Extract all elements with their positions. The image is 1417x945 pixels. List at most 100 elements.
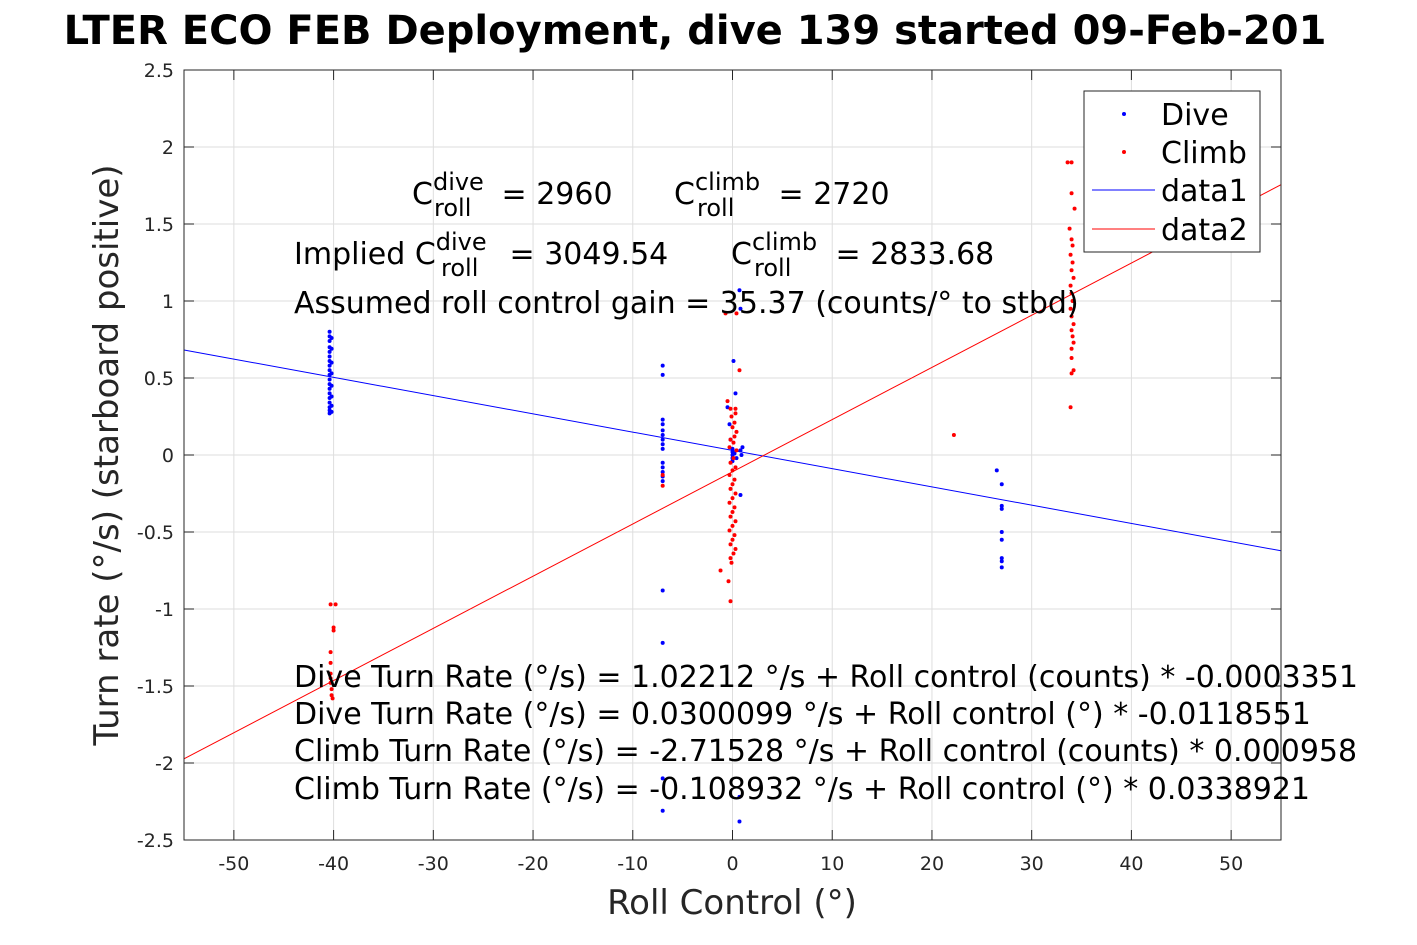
climb-point	[329, 687, 334, 692]
climb-point	[727, 500, 732, 505]
y-tick-label: -1	[155, 599, 174, 621]
climb-point	[733, 491, 738, 496]
dive-point	[734, 456, 739, 461]
x-tick-label: -50	[218, 853, 249, 875]
climb-point	[331, 628, 336, 633]
climb-point	[733, 546, 738, 551]
climb-point	[728, 437, 733, 442]
climb-point	[730, 537, 735, 542]
climb-point	[1070, 299, 1075, 303]
climb-point	[1069, 371, 1074, 376]
x-tick-label: -40	[318, 853, 349, 875]
climb-point	[731, 456, 736, 461]
climb-point	[733, 406, 738, 411]
climb-point	[328, 660, 333, 665]
climb-point	[727, 445, 732, 450]
climb-point	[1071, 275, 1076, 280]
x-axis-label: Roll Control (°)	[607, 883, 857, 923]
climb-point	[730, 496, 735, 501]
dive-point	[660, 428, 665, 433]
climb-point	[728, 556, 733, 561]
dive-point	[660, 446, 665, 451]
dive-point	[327, 400, 332, 405]
dive-point	[660, 479, 665, 484]
dive-point	[660, 442, 665, 447]
dive-point	[329, 409, 334, 414]
dive-point	[327, 354, 332, 359]
dive-point	[738, 306, 743, 311]
dive-point	[327, 363, 332, 368]
climb-point	[731, 551, 736, 556]
climb-point	[1069, 328, 1074, 333]
climb-point	[1072, 206, 1077, 211]
dive-point	[660, 422, 665, 427]
y-tick-label: 1.5	[144, 214, 174, 236]
dive-point	[327, 349, 332, 354]
equation-line: Dive Turn Rate (°/s) = 0.0300099 °/s + R…	[294, 697, 1311, 732]
gain-annotation: Assumed roll control gain = 35.37 (count…	[294, 286, 1079, 321]
chart-title: LTER ECO FEB Deployment, dive 139 starte…	[64, 8, 1327, 54]
climb-point	[1065, 160, 1070, 165]
dive-point	[999, 503, 1004, 508]
climb-point	[1068, 283, 1073, 288]
climb-point	[737, 368, 742, 373]
legend-dive-marker	[1122, 112, 1126, 116]
axis-ticks: -50 -40 -30 -20 -10 0 10 20 30 40 50-2.5-2-1.5-1-0…	[137, 60, 1281, 875]
climb-point	[333, 602, 338, 607]
climb-point	[728, 599, 733, 604]
dive-point	[737, 794, 742, 799]
climb-point	[718, 568, 723, 573]
y-tick-label: 1	[162, 291, 174, 313]
c-dive-annotation: Cdive roll = 2960	[412, 168, 613, 222]
climb-point	[728, 406, 733, 411]
dive-point	[660, 588, 665, 593]
x-tick-label: 0	[726, 853, 738, 875]
climb-point	[331, 625, 336, 630]
c-climb-annotation: Cclimb roll = 2720	[674, 168, 890, 222]
climb-point	[723, 311, 728, 316]
legend-dive-label: Dive	[1161, 98, 1229, 133]
x-tick-label: -10	[617, 853, 648, 875]
climb-point	[727, 473, 732, 478]
dive-point	[727, 422, 732, 427]
climb-point	[1068, 252, 1073, 257]
climb-point	[329, 693, 334, 698]
dive-point	[994, 468, 999, 473]
dive-point	[329, 371, 334, 376]
dive-point	[999, 565, 1004, 570]
dive-point	[740, 445, 745, 450]
y-tick-label: 0	[162, 445, 174, 467]
climb-point	[725, 399, 730, 404]
dive-point	[660, 776, 665, 781]
legend-box	[1083, 90, 1261, 253]
x-tick-label: 40	[1119, 853, 1143, 875]
implied-climb-annotation: Cclimb roll = 2833.68	[731, 228, 994, 282]
y-tick-label: -0.5	[137, 522, 174, 544]
climb-point	[732, 434, 737, 439]
climb-point	[732, 505, 737, 510]
climb-point	[730, 468, 735, 473]
dive-point	[329, 403, 334, 408]
dive-point	[660, 417, 665, 422]
climb-point	[728, 514, 733, 519]
climb-point	[1071, 322, 1076, 327]
climb-point	[734, 311, 739, 316]
dive-point	[733, 391, 738, 396]
dive-point	[327, 377, 332, 382]
climb-point	[729, 560, 734, 565]
climb-point	[730, 425, 735, 430]
climb-point	[726, 579, 731, 584]
dive-point	[730, 446, 735, 451]
scatter-points	[327, 160, 1077, 824]
climb-point	[732, 420, 737, 425]
x-tick-label: 30	[1020, 853, 1044, 875]
dive-point	[738, 448, 743, 453]
dive-point	[725, 405, 730, 410]
dive-point	[738, 493, 743, 498]
x-tick-label: 10	[820, 853, 844, 875]
dive-point	[327, 339, 332, 344]
legend-climb-marker	[1122, 150, 1126, 154]
dive-point	[731, 359, 736, 364]
dive-point	[329, 335, 334, 340]
